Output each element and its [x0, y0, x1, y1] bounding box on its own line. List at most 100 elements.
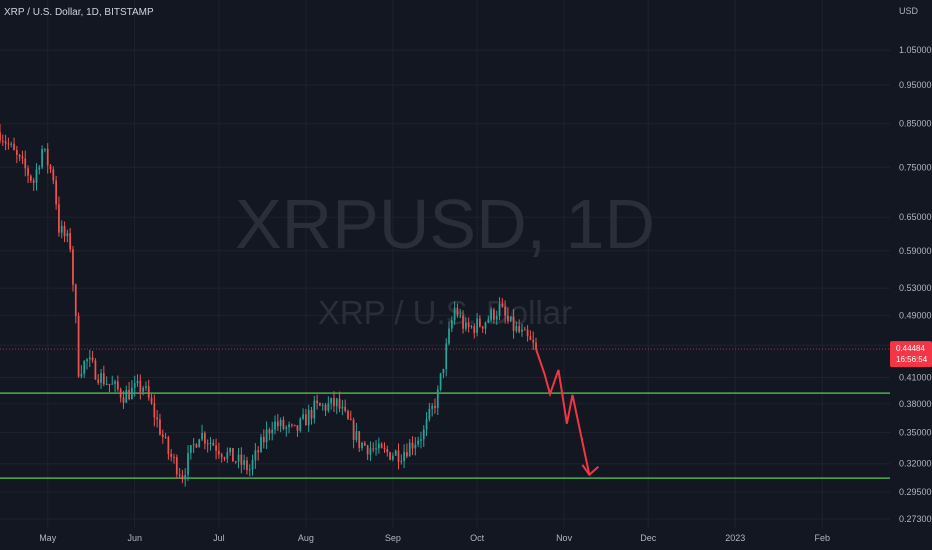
time-scale[interactable]: May Jun Jul Aug Sep Oct Nov Dec 2023 Feb [39, 533, 830, 543]
candle-body [147, 386, 150, 398]
time-tick-label: Oct [470, 533, 485, 543]
candle-body [35, 169, 38, 183]
candle-body [173, 456, 175, 458]
candle-body [464, 322, 467, 329]
candle-body [237, 454, 240, 462]
candle-body [462, 315, 464, 329]
candle-body [361, 442, 363, 448]
candle-body [495, 315, 498, 320]
candle-body [156, 417, 159, 420]
candle-body [167, 437, 170, 454]
candle-body [38, 167, 41, 170]
candle-body [375, 448, 377, 450]
price-tick-label: 0.95000 [899, 80, 932, 90]
candle-body [509, 316, 512, 322]
candle-body [394, 450, 397, 456]
time-tick-label: Jun [127, 533, 142, 543]
candle-body [77, 316, 80, 377]
time-tick-label: Nov [556, 533, 573, 543]
candle-body [498, 304, 501, 316]
price-tick-label: 0.59000 [899, 246, 932, 256]
candle-body [523, 329, 526, 331]
candle-body [448, 328, 450, 344]
candle-body [352, 419, 355, 440]
candle-body [257, 450, 260, 453]
projection-path[interactable] [535, 348, 591, 475]
price-tick-label: 0.75000 [899, 162, 932, 172]
candle-body [60, 225, 63, 233]
candle-body [288, 424, 290, 428]
candle-body [274, 421, 276, 430]
candle-body [518, 326, 521, 332]
candle-body [206, 443, 209, 445]
candle-body [406, 452, 408, 457]
candle-body [299, 418, 302, 431]
candle-body [476, 318, 478, 333]
candle-body [397, 450, 400, 462]
candle-body [313, 400, 316, 419]
candle-body [521, 329, 523, 332]
candle-body [122, 397, 125, 403]
projection-arrowhead[interactable] [581, 464, 599, 477]
candle-body [271, 429, 274, 434]
candle-body [209, 442, 212, 444]
support-lines[interactable] [0, 392, 890, 479]
candle-body [487, 319, 490, 323]
candle-body [369, 448, 372, 455]
candle-body [532, 339, 535, 343]
time-tick-label: Dec [640, 533, 657, 543]
candle-body [504, 306, 507, 316]
candle-body [302, 414, 304, 419]
time-tick-label: May [39, 533, 57, 543]
candle-body [46, 148, 49, 166]
candle-body [41, 149, 43, 168]
candle-body [215, 445, 217, 451]
candle-body [377, 443, 380, 449]
candle-body [66, 233, 69, 237]
candle-body [102, 373, 105, 385]
candle-body [456, 307, 459, 316]
time-tick-label: Aug [298, 533, 314, 543]
candle-body [349, 418, 352, 420]
candle-body [307, 409, 310, 426]
candle-body [24, 158, 27, 169]
candle-body [88, 357, 91, 360]
candle-body [63, 225, 66, 237]
candle-body [296, 425, 299, 431]
candle-body [49, 165, 52, 170]
candle-body [240, 454, 243, 465]
candle-body [198, 439, 201, 448]
candle-body [417, 440, 420, 445]
candle-body [316, 400, 318, 404]
candle-body [420, 439, 422, 441]
candle-body [445, 343, 448, 369]
candle-body [425, 419, 428, 430]
candle-body [153, 403, 156, 418]
candle-body [111, 383, 114, 385]
watermark: XRPUSD, 1D XRP / U.S. Dollar [235, 185, 655, 331]
candle-body [161, 434, 164, 438]
projection-arrow[interactable] [535, 348, 599, 477]
time-tick-label: Jul [213, 533, 225, 543]
candle-body [473, 326, 476, 333]
candle-body [386, 449, 389, 453]
candle-body [27, 168, 29, 176]
candle-body [223, 457, 226, 459]
candle-body [453, 307, 456, 321]
candle-body [290, 424, 293, 426]
candle-body [10, 143, 13, 145]
candle-body [72, 249, 74, 285]
candle-body [139, 380, 142, 392]
candle-body [493, 309, 495, 320]
candle-body [74, 284, 77, 317]
candle-body [344, 406, 347, 411]
candle-body [105, 383, 108, 385]
candle-body [178, 474, 181, 476]
price-tick-label: 1.05000 [899, 45, 932, 55]
candle-body [164, 437, 167, 439]
candle-body [181, 475, 184, 480]
candle-body [243, 460, 246, 465]
candle-body [400, 461, 403, 463]
